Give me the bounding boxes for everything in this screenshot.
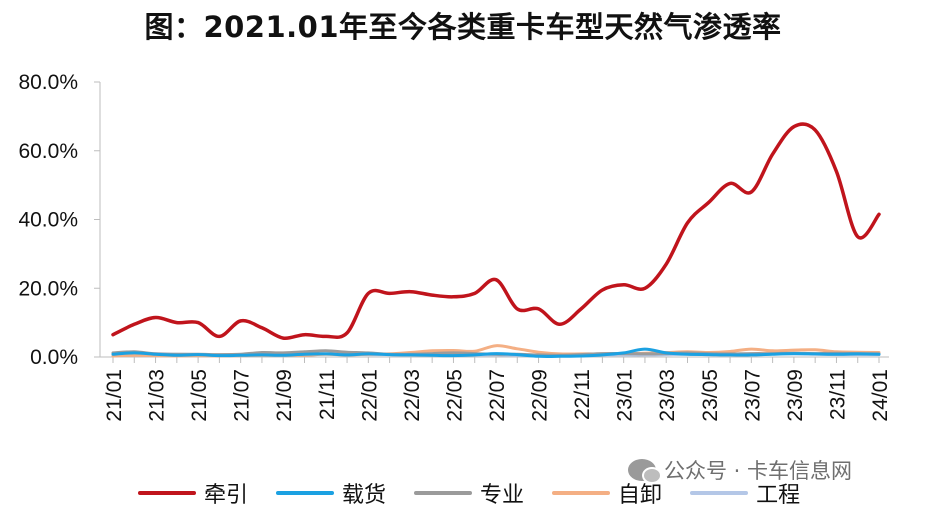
chart-title: 图：2021.01年至今各类重卡车型天然气渗透率: [144, 10, 782, 44]
legend-item-4: 自卸: [552, 477, 662, 509]
x-tick-label: 21/09: [273, 369, 296, 422]
x-tick-label: 21/11: [316, 369, 339, 420]
x-tick-label: 24/01: [869, 369, 892, 422]
legend-item-1: 牵引: [138, 477, 248, 509]
series-line-2: [111, 347, 881, 358]
legend-label: 专业: [480, 483, 525, 508]
y-tick-label: 20.0%: [18, 277, 78, 300]
x-tick-label: 22/01: [358, 369, 381, 422]
legend-swatch: [690, 491, 749, 495]
x-tick-label: 22/05: [443, 369, 466, 422]
legend-item-5: 工程: [690, 477, 800, 509]
watermark: 公众号 · 卡车信息网: [628, 455, 852, 485]
legend-swatch: [552, 491, 611, 495]
chart-legend: 牵引 载货 专业 自卸 工程: [138, 478, 828, 508]
watermark-text: 公众号 · 卡车信息网: [664, 459, 853, 483]
series-line-1: [111, 122, 881, 341]
legend-swatch: [138, 491, 196, 495]
y-tick-label: 60.0%: [18, 140, 78, 163]
y-tick-label: 0.0%: [30, 346, 78, 369]
wechat-icon: [628, 459, 662, 484]
x-tick-label: 21/03: [146, 369, 169, 422]
x-tick-label: 23/11: [826, 369, 849, 420]
x-tick-label: 23/01: [614, 369, 637, 422]
legend-item-3: 专业: [414, 477, 524, 509]
x-tick-label: 23/09: [784, 369, 807, 422]
legend-item-2: 载货: [276, 477, 386, 509]
legend-label: 牵引: [204, 483, 249, 508]
x-tick-label: 23/03: [656, 369, 679, 422]
legend-label: 载货: [342, 483, 387, 508]
x-tick-label: 22/11: [571, 369, 594, 420]
x-tick-label: 21/05: [188, 369, 211, 422]
x-tick-label: 22/07: [486, 369, 509, 422]
x-tick-label: 21/01: [103, 369, 126, 422]
legend-swatch: [276, 491, 335, 495]
y-tick-label: 40.0%: [18, 209, 78, 232]
legend-label: 自卸: [618, 483, 663, 508]
legend-label: 工程: [756, 483, 801, 508]
x-tick-label: 22/03: [401, 369, 424, 422]
x-tick-label: 22/09: [529, 369, 552, 422]
x-tick-label: 21/07: [231, 369, 254, 422]
x-tick-label: 23/05: [699, 369, 722, 422]
legend-swatch: [414, 491, 473, 495]
x-tick-label: 23/07: [741, 369, 764, 422]
y-tick-label: 80.0%: [18, 71, 78, 94]
